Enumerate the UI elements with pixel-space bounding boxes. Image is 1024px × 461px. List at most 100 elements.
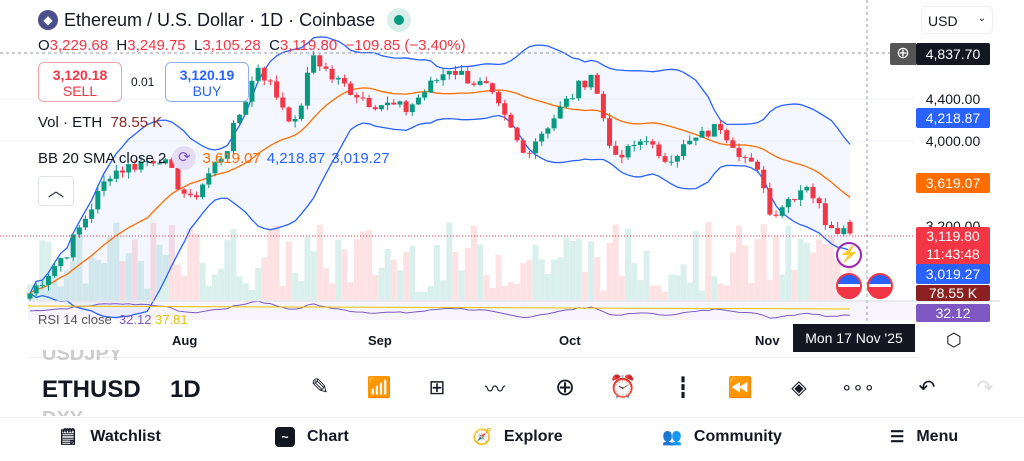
candle	[304, 72, 310, 106]
draw-pencil-icon[interactable]: ✎	[310, 374, 330, 399]
candle	[243, 101, 249, 115]
layers-icon[interactable]: ◈	[791, 376, 807, 399]
candle	[619, 154, 625, 158]
candle	[440, 74, 446, 81]
volume-bar	[82, 283, 89, 300]
candle	[600, 93, 606, 119]
bb-fill	[30, 37, 850, 318]
candle	[267, 80, 273, 82]
volume-bar	[483, 274, 490, 300]
flash-icon[interactable]: ⚡	[836, 242, 862, 268]
volume-bar	[655, 285, 662, 300]
volume-bar	[575, 239, 582, 300]
symbol-title[interactable]: ◆ Ethereum / U.S. Dollar · 1D · Coinbase	[38, 8, 412, 32]
volume-bar	[637, 280, 644, 300]
volume-bar	[754, 238, 761, 300]
candle	[366, 97, 372, 108]
volume-bar	[816, 239, 823, 300]
chart-type-candles-icon[interactable]: ┇	[676, 376, 690, 399]
candle	[576, 80, 582, 99]
candle	[594, 74, 600, 94]
volume-bar	[803, 242, 810, 300]
price-tick: 4,400.00	[925, 91, 981, 107]
rsi-legend[interactable]: RSI 14 close 32.12 37.81	[38, 312, 188, 326]
candle	[668, 161, 674, 163]
time-tick: Aug	[172, 333, 198, 348]
volume-bar	[773, 236, 780, 300]
candle	[138, 161, 144, 170]
volume-bar	[316, 224, 323, 300]
collapse-legend-button[interactable]: ︿	[38, 176, 74, 206]
spread: 0.01	[131, 75, 155, 89]
add-icon[interactable]: ⊕	[554, 373, 576, 401]
symbol-prev[interactable]: USDJPY4h	[42, 350, 123, 364]
add-alert-plus-icon[interactable]: ⊕	[890, 43, 916, 65]
volume-bar	[390, 259, 397, 300]
candle	[193, 195, 199, 198]
volume-bar	[193, 233, 200, 300]
bb-legend[interactable]: BB 20 SMA close 2 ⟳ 3,619.07 4,218.87 3,…	[38, 146, 390, 170]
volume-bar	[766, 279, 773, 300]
volume-bar	[144, 288, 151, 300]
volume-bar	[63, 270, 70, 300]
candle	[681, 144, 687, 157]
candle	[779, 207, 785, 216]
candle	[354, 94, 360, 98]
price-chart[interactable]	[0, 0, 1024, 330]
candle	[341, 78, 347, 84]
alert-clock-icon[interactable]: ⏰	[609, 374, 637, 399]
volume-bar	[705, 222, 712, 300]
candle	[119, 170, 125, 173]
volume-bar	[199, 262, 206, 300]
symbol-next[interactable]: DXY1W	[42, 408, 83, 416]
candle	[212, 162, 218, 174]
volume-bar	[421, 291, 428, 300]
us-flag-event-icon[interactable]	[836, 273, 862, 299]
volume-bar	[538, 259, 545, 300]
candle	[391, 102, 397, 105]
layout-grid-icon[interactable]: ⊞	[428, 376, 446, 399]
compare-icon[interactable]: 〰	[485, 378, 505, 401]
candle	[551, 118, 557, 129]
candle	[847, 221, 853, 234]
volume-bar	[57, 286, 64, 300]
us-flag-event-icon[interactable]	[867, 273, 893, 299]
volume-bar	[150, 222, 157, 300]
time-tick: Oct	[559, 333, 581, 348]
nav-menu[interactable]: ☰ Menu	[890, 428, 959, 446]
candle	[144, 160, 150, 162]
currency-select[interactable]: USD ⌄	[921, 6, 993, 34]
candle	[163, 159, 169, 164]
volume-bar	[125, 253, 132, 300]
refresh-icon[interactable]: ⟳	[172, 146, 197, 170]
volume-bar	[594, 257, 601, 300]
undo-icon[interactable]: ↶	[918, 376, 936, 399]
nav-explore[interactable]: 🧭 Explore	[472, 428, 563, 446]
indicators-icon[interactable]: 📶	[366, 376, 392, 399]
volume-bar	[649, 285, 656, 300]
candle	[514, 127, 520, 141]
nav-community[interactable]: 👥 Community	[662, 428, 782, 446]
volume-bar	[205, 286, 212, 300]
nav-chart[interactable]: ~ Chart	[275, 427, 349, 447]
redo-icon[interactable]: ↷	[976, 376, 994, 399]
settings-hexagon-icon[interactable]: ⬡	[946, 330, 962, 350]
nav-watchlist[interactable]: 🗒 Watchlist	[58, 428, 161, 446]
volume-bar	[335, 239, 342, 300]
volume-bar	[711, 276, 718, 300]
candle	[656, 144, 662, 157]
symbol-current[interactable]: ETHUSD 1D	[42, 376, 201, 403]
volume-bar	[470, 225, 477, 300]
candle	[335, 78, 341, 80]
buy-button[interactable]: 3,120.19 BUY	[165, 62, 249, 102]
sell-button[interactable]: 3,120.18 SELL	[38, 62, 122, 102]
more-icon[interactable]: ∘∘∘	[841, 376, 875, 397]
candle	[156, 163, 162, 165]
replay-icon[interactable]: ⏪	[727, 376, 753, 399]
rsi-ma-line	[27, 305, 851, 310]
volume-bar	[643, 250, 650, 300]
candle	[502, 103, 508, 115]
volume-legend[interactable]: Vol · ETH 78.55 K	[38, 114, 163, 131]
volume-bar	[477, 244, 484, 300]
bb-upper-line	[29, 36, 851, 294]
